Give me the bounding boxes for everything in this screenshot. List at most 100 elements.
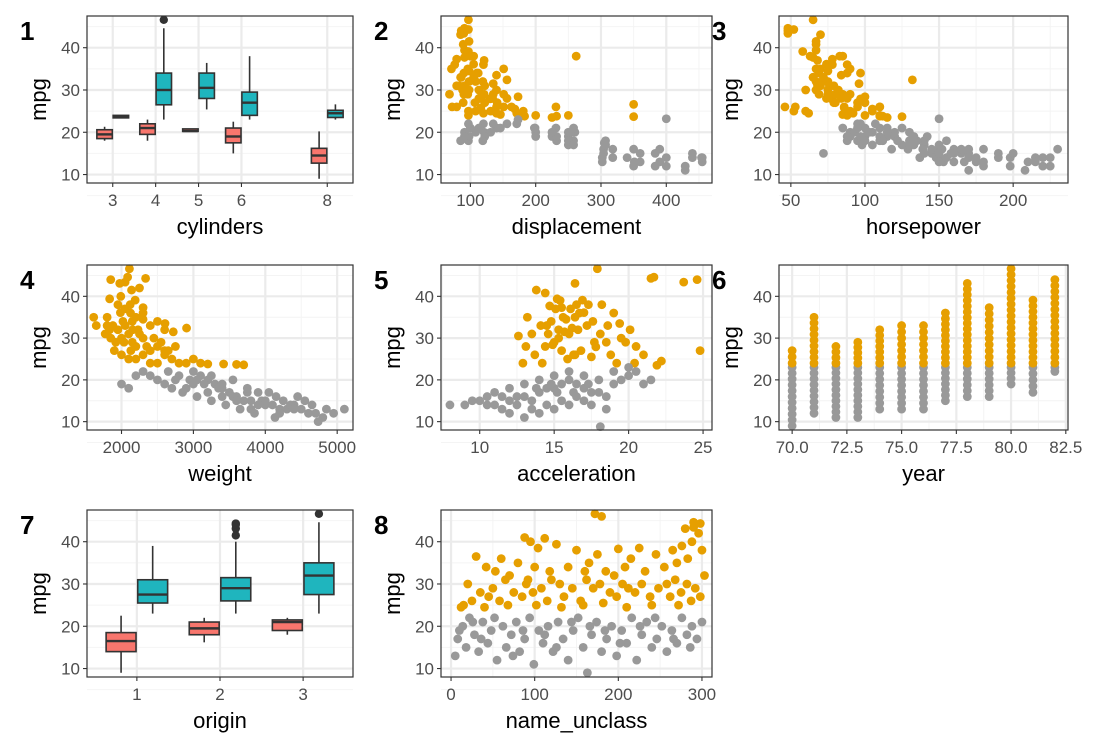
data-point: [505, 383, 514, 393]
x-tick-label: 10: [470, 438, 489, 457]
data-point: [474, 647, 484, 657]
data-point: [578, 600, 588, 610]
data-point: [919, 321, 928, 330]
data-point: [808, 15, 818, 25]
data-point: [946, 149, 956, 158]
box-body: [303, 562, 335, 596]
data-point: [456, 30, 465, 40]
panel-7: 10 20 30 40 1 2 3 origin mpg 7: [20, 509, 354, 733]
data-point: [459, 600, 468, 610]
y-tick-label: 30: [415, 329, 434, 348]
data-point: [569, 388, 578, 397]
data-point: [656, 356, 666, 366]
data-point: [547, 127, 557, 137]
data-point: [897, 327, 907, 337]
data-point: [552, 643, 561, 652]
data-point: [138, 308, 148, 318]
panel-tag: 4: [20, 265, 35, 295]
data-point: [125, 264, 134, 274]
y-axis-title: mpg: [26, 572, 51, 615]
panel-border: [86, 264, 354, 431]
data-point: [125, 300, 135, 310]
y-tick-label: 40: [753, 39, 772, 58]
panel-background: [87, 16, 353, 183]
data-point: [677, 541, 687, 551]
panel-border: [86, 15, 354, 184]
data-point: [564, 400, 574, 410]
data-point: [526, 537, 535, 547]
data-point: [823, 66, 833, 76]
data-point: [174, 358, 184, 368]
panel-tag: 2: [374, 16, 388, 46]
data-point: [563, 562, 573, 572]
data-point: [601, 140, 610, 150]
data-point: [469, 59, 479, 69]
data-point: [542, 321, 552, 330]
data-point: [597, 300, 607, 310]
data-point: [275, 408, 285, 418]
data-point: [882, 127, 892, 137]
x-axis-title: origin: [193, 708, 247, 733]
data-point: [117, 350, 126, 360]
data-point: [464, 106, 473, 116]
data-point: [141, 273, 150, 283]
data-point: [657, 621, 667, 631]
data-point: [531, 285, 541, 295]
y-tick-label: 40: [61, 533, 80, 552]
data-point: [482, 400, 492, 410]
data-point: [203, 388, 213, 397]
y-tick-label: 10: [61, 166, 80, 185]
data-point: [860, 136, 870, 146]
data-point: [1045, 153, 1055, 163]
data-point: [515, 647, 525, 657]
data-point: [609, 308, 619, 318]
box-body: [271, 619, 304, 632]
data-point: [467, 596, 477, 606]
data-point: [153, 358, 162, 368]
y-tick-label: 20: [415, 371, 434, 390]
data-point: [557, 602, 566, 612]
data-point: [590, 509, 600, 519]
data-point: [853, 102, 862, 112]
panel-border: [440, 15, 713, 184]
x-tick-label: 77.5: [940, 438, 973, 457]
y-tick-label: 30: [415, 81, 434, 100]
data-point: [1023, 157, 1033, 167]
data-point: [502, 119, 512, 129]
data-point: [608, 144, 618, 154]
data-point: [300, 396, 310, 406]
data-point: [235, 404, 245, 414]
data-point: [182, 323, 191, 333]
data-point: [488, 583, 498, 593]
data-point: [322, 404, 331, 414]
data-point: [513, 92, 523, 102]
data-point: [471, 552, 481, 561]
data-point: [567, 617, 576, 627]
data-point: [629, 112, 639, 122]
data-point: [502, 75, 512, 85]
data-point: [217, 379, 227, 389]
y-tick-label: 10: [753, 413, 772, 432]
data-point: [552, 111, 561, 121]
data-point: [217, 392, 227, 401]
data-point: [582, 575, 591, 585]
data-point: [475, 396, 485, 406]
data-point: [639, 379, 648, 389]
data-point: [568, 626, 578, 635]
data-point: [492, 102, 501, 112]
data-point: [627, 613, 637, 623]
data-point: [232, 360, 241, 369]
data-point: [1030, 157, 1040, 167]
data-point: [181, 383, 191, 393]
data-point: [870, 119, 880, 129]
points: [89, 264, 349, 427]
y-axis-title: mpg: [718, 78, 743, 121]
data-point: [819, 149, 828, 158]
data-point: [160, 319, 170, 328]
data-point: [594, 375, 604, 385]
data-point: [512, 400, 522, 410]
data-point: [897, 358, 907, 368]
boxplot-low-8: [310, 131, 328, 179]
data-point: [496, 123, 505, 133]
data-point: [612, 592, 622, 602]
